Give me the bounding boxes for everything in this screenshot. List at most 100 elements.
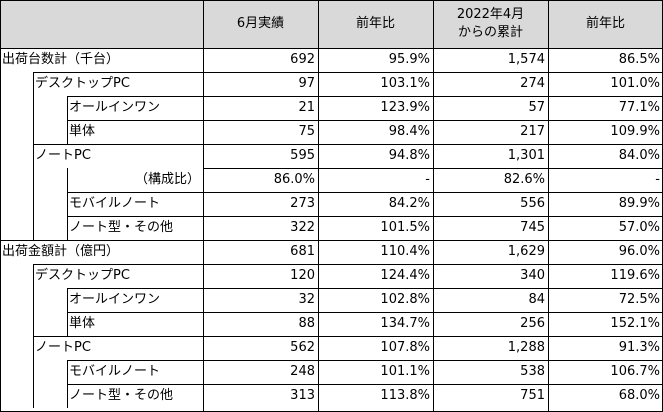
row-label: ノート型・その他 [69, 220, 174, 235]
cell-june-actual: 313 [290, 388, 315, 403]
cell-yoy-cumulative: 101.0% [610, 76, 660, 91]
row-divider [33, 264, 663, 265]
cell-cumulative: 1,629 [507, 244, 545, 259]
cell-yoy-monthly: 124.4% [380, 268, 430, 283]
row-divider [0, 240, 663, 241]
column-divider [203, 0, 204, 412]
cell-cumulative: 274 [520, 76, 545, 91]
cell-june-actual: 21 [298, 100, 315, 115]
cell-yoy-cumulative: 86.5% [618, 52, 660, 67]
cell-cumulative: 1,288 [507, 340, 545, 355]
cell-june-actual: 32 [298, 292, 315, 307]
cell-cumulative: 1,301 [507, 148, 545, 163]
cell-yoy-cumulative: 57.0% [618, 220, 660, 235]
cell-cumulative: 745 [520, 220, 545, 235]
cell-yoy-monthly: - [425, 172, 430, 187]
cell-cumulative: 538 [520, 364, 545, 379]
row-divider [67, 384, 663, 385]
cell-yoy-monthly: 102.8% [380, 292, 430, 307]
cell-cumulative: 57 [528, 100, 545, 115]
cell-cumulative: 751 [520, 388, 545, 403]
row-label: オールインワン [69, 100, 161, 115]
row-divider [67, 312, 663, 313]
cell-yoy-monthly: 84.2% [388, 196, 430, 211]
row-label: デスクトップPC [35, 76, 130, 91]
row-label: ノートPC [35, 148, 91, 163]
cell-yoy-monthly: 101.5% [380, 220, 430, 235]
cell-yoy-cumulative: 106.7% [610, 364, 660, 379]
cell-yoy-monthly: 101.1% [380, 364, 430, 379]
cell-cumulative: 256 [520, 316, 545, 331]
cell-cumulative: 84 [528, 292, 545, 307]
row-label: ノートPC [35, 340, 91, 355]
header-yoy-monthly: 前年比 [318, 0, 433, 48]
row-label: 出荷台数計（千台） [2, 52, 120, 67]
column-divider [433, 0, 434, 412]
column-divider [318, 0, 319, 412]
header-cumulative-line1: 2022年4月 [456, 7, 525, 22]
row-label: 単体 [69, 124, 96, 139]
cell-cumulative: 556 [520, 196, 545, 211]
cell-june-actual: 75 [298, 124, 315, 139]
header-cumulative-line2: からの累計 [457, 25, 523, 40]
cell-yoy-cumulative: 89.9% [618, 196, 660, 211]
row-divider [67, 360, 663, 361]
cell-june-actual: 97 [298, 76, 315, 91]
cell-june-actual: 681 [290, 244, 315, 259]
row-divider [67, 216, 663, 217]
row-label: モバイルノート [69, 364, 161, 379]
row-divider [67, 120, 663, 121]
table-border-top [0, 0, 663, 1]
cell-yoy-cumulative: 84.0% [618, 148, 660, 163]
column-divider [548, 0, 549, 412]
row-divider [67, 288, 663, 289]
cell-yoy-cumulative: 119.6% [610, 268, 660, 283]
row-divider [33, 144, 663, 145]
cell-yoy-monthly: 95.9% [388, 52, 430, 67]
row-divider [33, 336, 663, 337]
indent-divider [33, 264, 34, 408]
cell-yoy-cumulative: 72.5% [618, 292, 660, 307]
cell-june-actual: 120 [290, 268, 315, 283]
row-label: ノート型・その他 [69, 388, 174, 403]
indent-divider [67, 168, 68, 240]
cell-yoy-cumulative: 96.0% [618, 244, 660, 259]
indent-divider [67, 288, 68, 336]
cell-yoy-monthly: 113.8% [380, 388, 430, 403]
cell-yoy-monthly: 107.8% [380, 340, 430, 355]
row-divider [67, 96, 663, 97]
row-label: オールインワン [69, 292, 161, 307]
cell-yoy-monthly: 123.9% [380, 100, 430, 115]
cell-june-actual: 88 [298, 316, 315, 331]
cell-june-actual: 595 [290, 148, 315, 163]
row-divider [203, 168, 663, 169]
cell-cumulative: 217 [520, 124, 545, 139]
row-label: 出荷金額計（億円） [2, 244, 120, 259]
indent-divider [67, 96, 68, 144]
row-label: 単体 [69, 316, 96, 331]
cell-yoy-monthly: 110.4% [380, 244, 430, 259]
cell-june-actual: 273 [290, 196, 315, 211]
indent-divider [33, 72, 34, 240]
cell-june-actual: 562 [290, 340, 315, 355]
indent-divider [67, 360, 68, 408]
header-blank [0, 0, 203, 48]
cell-yoy-monthly: 134.7% [380, 316, 430, 331]
cell-yoy-monthly: 103.1% [380, 76, 430, 91]
cell-yoy-cumulative: 91.3% [618, 340, 660, 355]
cell-yoy-cumulative: 152.1% [610, 316, 660, 331]
header-yoy-cumulative: 前年比 [548, 0, 663, 48]
cell-june-actual: 248 [290, 364, 315, 379]
row-divider [67, 192, 663, 193]
cell-yoy-cumulative: 77.1% [618, 100, 660, 115]
table-border-left [0, 0, 1, 412]
cell-yoy-cumulative: 68.0% [618, 388, 660, 403]
cell-yoy-cumulative: - [655, 172, 660, 187]
row-label: デスクトップPC [35, 268, 130, 283]
cell-june-actual: 86.0% [273, 172, 315, 187]
cell-yoy-monthly: 94.8% [388, 148, 430, 163]
header-cumulative: 2022年4月 からの累計 [433, 0, 548, 48]
header-divider [0, 48, 663, 49]
cell-june-actual: 322 [290, 220, 315, 235]
